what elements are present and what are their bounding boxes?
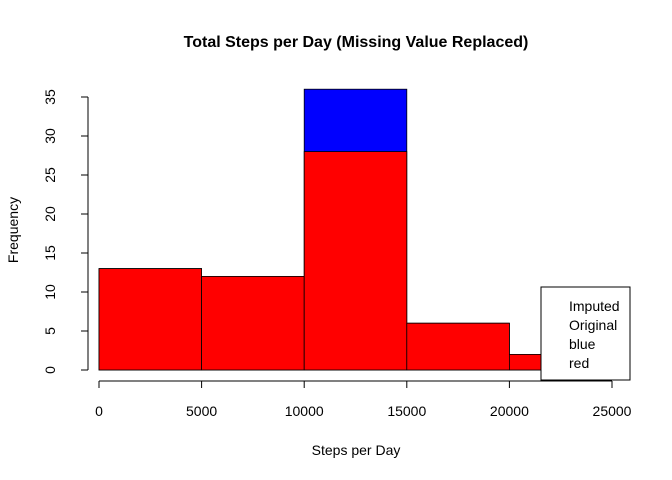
- x-tick-label: 10000: [285, 403, 324, 419]
- legend-entry: red: [569, 355, 589, 371]
- y-tick-label: 20: [42, 206, 58, 222]
- x-tick-label: 0: [95, 403, 103, 419]
- legend: Imputed Original blue red: [540, 286, 631, 381]
- x-tick-label: 20000: [490, 403, 529, 419]
- bars-group: [98, 88, 613, 371]
- y-tick-label: 25: [42, 167, 58, 183]
- y-axis: 0 5 10 15 20 25 30 35: [42, 89, 89, 374]
- y-tick-label: 0: [42, 366, 58, 374]
- x-tick-label: 5000: [186, 403, 217, 419]
- legend-entry: blue: [569, 336, 596, 352]
- bar-original-0: [98, 268, 202, 371]
- x-tick-label: 15000: [387, 403, 426, 419]
- legend-box: [540, 286, 631, 381]
- y-tick-label: 30: [42, 128, 58, 144]
- x-axis: 0 5000 10000 15000 20000 25000: [95, 380, 632, 419]
- y-tick-label: 15: [42, 245, 58, 261]
- bar-original-2: [303, 151, 408, 371]
- y-tick-label: 10: [42, 284, 58, 300]
- y-tick-label: 5: [42, 327, 58, 335]
- x-axis-label: Steps per Day: [312, 442, 401, 458]
- bar-original-3: [406, 322, 510, 371]
- y-axis-label: Frequency: [5, 197, 21, 263]
- x-tick-label: 25000: [593, 403, 632, 419]
- legend-entry: Imputed: [569, 298, 620, 314]
- y-tick-label: 35: [42, 89, 58, 105]
- legend-entry: Original: [569, 317, 617, 333]
- chart-title: Total Steps per Day (Missing Value Repla…: [184, 34, 529, 51]
- bar-original-1: [201, 275, 305, 371]
